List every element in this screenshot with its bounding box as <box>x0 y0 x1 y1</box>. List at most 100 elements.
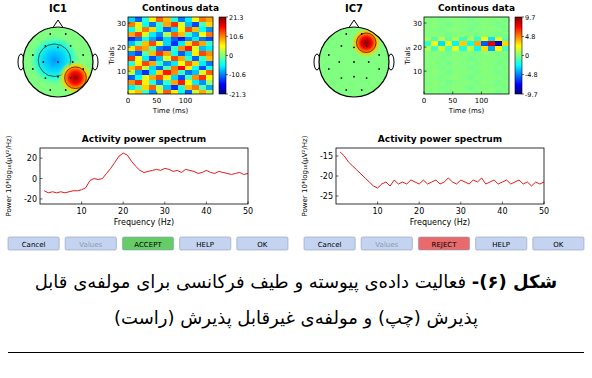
heat-cell <box>452 41 459 46</box>
button-label[interactable]: HELP <box>492 241 510 249</box>
color-tick <box>226 74 228 75</box>
button[interactable] <box>122 237 173 250</box>
color-bar <box>219 17 226 94</box>
electrode <box>70 45 72 47</box>
heat-cell <box>424 22 431 27</box>
x-tick <box>81 202 82 205</box>
heat-cell <box>452 22 459 27</box>
head-outline <box>319 27 389 97</box>
button[interactable] <box>65 237 116 250</box>
heat-cell <box>206 89 213 94</box>
button[interactable] <box>361 237 412 250</box>
color-tick-label: 10.6 <box>229 33 243 41</box>
heat-cell <box>488 51 495 56</box>
heat-cell <box>438 89 445 94</box>
button-label[interactable]: Values <box>79 241 102 249</box>
button[interactable] <box>418 237 469 250</box>
scalp-source <box>351 27 383 59</box>
heat-cell <box>163 51 170 56</box>
button[interactable] <box>476 237 527 250</box>
heat-cell <box>192 56 199 61</box>
button-label[interactable]: ACCEPT <box>134 241 162 249</box>
button-label[interactable]: HELP <box>196 241 214 249</box>
button[interactable] <box>237 237 288 250</box>
contour <box>356 33 376 53</box>
heat-cell <box>438 80 445 85</box>
heat-cell <box>438 51 445 56</box>
heat-cell <box>495 84 502 89</box>
heat-cell <box>474 46 481 51</box>
x-tick-label: 40 <box>497 207 507 216</box>
heat-cell <box>206 36 213 41</box>
y-tick-label: -15 <box>320 152 333 161</box>
chart-title: Continous data <box>438 3 515 13</box>
heat-cell <box>467 27 474 32</box>
x-tick <box>206 202 207 205</box>
heat-cell <box>495 51 502 56</box>
electrode <box>72 61 74 63</box>
heat-cell <box>467 51 474 56</box>
y-tick-label: 20 <box>27 154 37 163</box>
heat-cell <box>142 65 149 70</box>
button-label[interactable]: REJECT <box>432 241 458 249</box>
heat-cell <box>149 31 156 36</box>
heat-cell <box>128 36 135 41</box>
head-outline <box>23 27 93 97</box>
heat-cell <box>502 89 509 94</box>
heat-cell <box>142 51 149 56</box>
button-label[interactable]: Cancel <box>318 241 342 249</box>
heat-cell <box>438 27 445 32</box>
heat-cell <box>431 89 438 94</box>
x-axis-title: Frequency (Hz) <box>410 218 470 227</box>
heat-cell <box>459 89 466 94</box>
button[interactable] <box>8 237 59 250</box>
heat-cell <box>488 70 495 75</box>
heat-cell <box>128 60 135 65</box>
heat-cell <box>424 70 431 75</box>
heat-cell <box>467 80 474 85</box>
heat-cell <box>481 51 488 56</box>
y-tick-label: -20 <box>24 195 37 204</box>
heat-cell <box>199 27 206 32</box>
x-tick-label: 0 <box>422 97 426 105</box>
button-label[interactable]: Values <box>375 241 398 249</box>
button-label[interactable]: Cancel <box>22 241 46 249</box>
heat-cell <box>431 65 438 70</box>
heat-cell <box>452 36 459 41</box>
heat-cell <box>156 80 163 85</box>
heat-cell <box>488 56 495 61</box>
heat-cell <box>474 17 481 22</box>
button-label[interactable]: OK <box>553 241 564 249</box>
heat-cell <box>206 56 213 61</box>
heat-cell <box>438 56 445 61</box>
heat-cell <box>156 70 163 75</box>
button[interactable] <box>533 237 584 250</box>
heat-cell <box>206 80 213 85</box>
electrode <box>378 54 380 56</box>
button[interactable] <box>304 237 355 250</box>
heat-cell <box>438 84 445 89</box>
button[interactable] <box>180 237 231 250</box>
heat-cell <box>128 70 135 75</box>
heat-cell <box>206 27 213 32</box>
heat-cell <box>163 80 170 85</box>
heat-cell <box>459 84 466 89</box>
heat-cell <box>171 17 178 22</box>
heat-cell <box>199 46 206 51</box>
heat-cell <box>502 36 509 41</box>
heat-cell <box>142 36 149 41</box>
heat-cell <box>149 89 156 94</box>
x-axis-title: Time (ms) <box>448 107 485 115</box>
electrode <box>57 76 59 78</box>
heat-cell <box>135 36 142 41</box>
button-label[interactable]: OK <box>257 241 268 249</box>
heat-cell <box>452 80 459 85</box>
electrode <box>341 77 343 79</box>
heat-cell <box>156 51 163 56</box>
electrode <box>32 68 34 70</box>
color-tick-label: -10.6 <box>229 71 246 79</box>
heat-cell <box>178 70 185 75</box>
heat-cell <box>467 22 474 27</box>
heat-cell <box>163 41 170 46</box>
heat-cell <box>178 56 185 61</box>
